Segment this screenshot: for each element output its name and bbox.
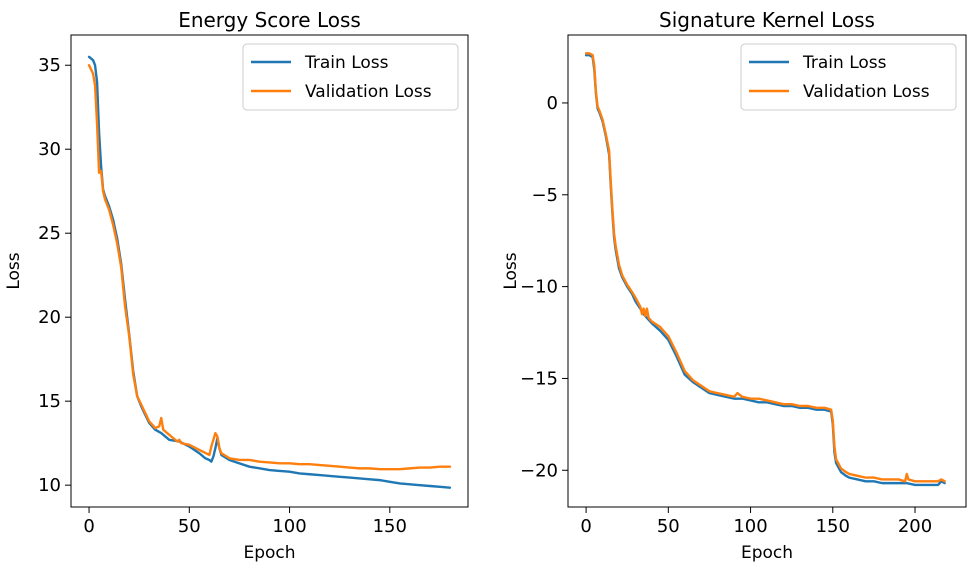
- x-tick-label: 100: [272, 516, 306, 537]
- x-axis-label: Epoch: [243, 543, 295, 563]
- series-line-validation-loss: [87, 64, 452, 471]
- y-tick-label: −10: [520, 277, 558, 298]
- x-tick-label: 200: [898, 516, 932, 537]
- legend-label: Train Loss: [802, 53, 887, 73]
- legend-label: Validation Loss: [803, 82, 930, 102]
- x-tick-label: 0: [580, 516, 591, 537]
- y-axis-label: Loss: [4, 252, 24, 289]
- y-tick-label: −5: [531, 185, 558, 206]
- y-tick-label: 30: [38, 139, 61, 160]
- plot-frame: [567, 34, 967, 508]
- chart-title: Energy Score Loss: [178, 8, 361, 32]
- y-tick-label: −20: [520, 460, 558, 481]
- y-tick-label: 0: [547, 93, 558, 114]
- x-tick-label: 100: [733, 516, 767, 537]
- y-axis-label: Loss: [501, 252, 521, 289]
- x-tick-label: 50: [657, 516, 680, 537]
- chart-panel-2: 0 50 100 150 200 0 −5 −10 −15 −20 Signature Kernel…: [501, 8, 967, 563]
- y-tick-label: 25: [38, 223, 61, 244]
- x-tick-label: 150: [816, 516, 850, 537]
- x-axis-label: Epoch: [741, 543, 793, 563]
- legend: Train Loss Validation Loss: [242, 43, 459, 111]
- y-tick-label: 15: [38, 391, 61, 412]
- x-tick-label: 0: [83, 516, 94, 537]
- legend: Train Loss Validation Loss: [740, 43, 957, 111]
- x-tick-label: 50: [178, 516, 201, 537]
- legend-label: Validation Loss: [305, 82, 432, 102]
- y-tick-label: 35: [38, 55, 61, 76]
- legend-box: [242, 43, 459, 111]
- series-line-validation-loss: [584, 52, 946, 483]
- x-tick-label: 150: [373, 516, 407, 537]
- legend-label: Train Loss: [304, 53, 389, 73]
- y-tick-label: 20: [38, 307, 61, 328]
- chart-panel-1: 0 50 100 150 10 15 20 25 30 35 Energy Score Loss Ep…: [4, 8, 469, 563]
- plot-frame: [70, 34, 469, 508]
- y-tick-label: 10: [38, 475, 61, 496]
- legend-box: [740, 43, 957, 111]
- chart-title: Signature Kernel Loss: [659, 8, 875, 32]
- y-tick-label: −15: [520, 368, 558, 389]
